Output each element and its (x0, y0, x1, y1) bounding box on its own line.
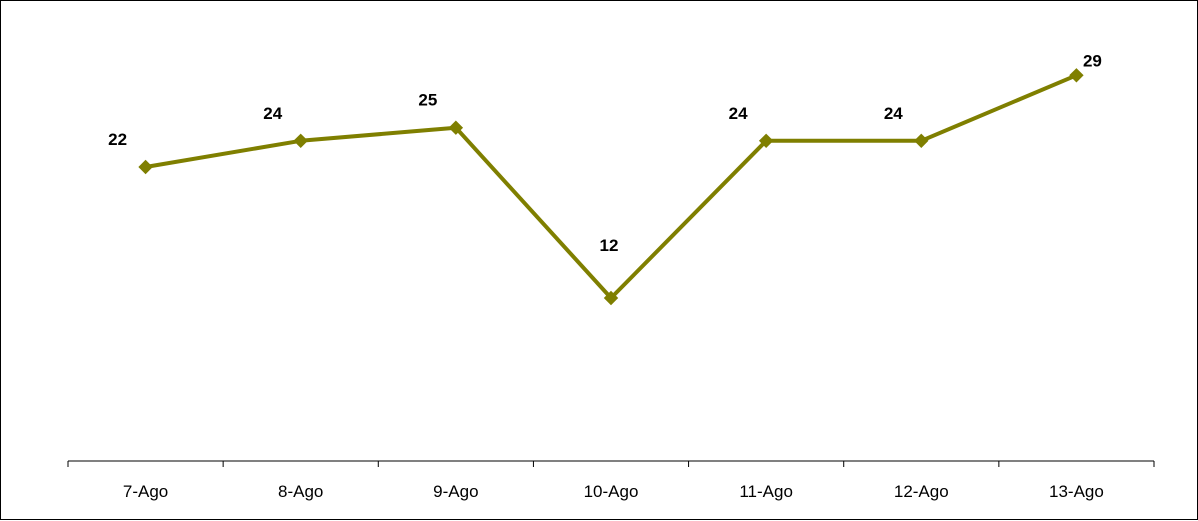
data-point-marker (1069, 68, 1084, 83)
x-tick-label: 7-Ago (123, 482, 168, 501)
data-point-marker (914, 133, 929, 149)
series-line (145, 73, 1078, 300)
data-label: 24 (263, 104, 282, 123)
data-point-marker (603, 290, 619, 306)
x-tick-label: 11-Ago (739, 482, 793, 501)
marker-layer (138, 68, 1084, 306)
data-point-marker (448, 120, 464, 135)
data-point-marker (138, 159, 153, 175)
data-label: 22 (108, 130, 127, 149)
x-tick-label: 12-Ago (894, 482, 949, 501)
data-label: 24 (729, 104, 748, 123)
x-tick-label: 8-Ago (278, 482, 323, 501)
series-line-layer (145, 73, 1078, 300)
data-label-layer: 22 24 25 12 24 24 29 (108, 51, 1102, 255)
x-tick-label: 10-Ago (584, 482, 639, 501)
x-axis (67, 460, 1155, 467)
data-label: 25 (418, 91, 437, 110)
x-tick-labels: 7-Ago 8-Ago 9-Ago 10-Ago 11-Ago 12-Ago 13-Ago (123, 482, 1104, 501)
x-tick-label: 9-Ago (433, 482, 478, 501)
data-label: 29 (1083, 51, 1102, 70)
data-point-marker (758, 133, 774, 149)
x-tick-label: 13-Ago (1049, 482, 1104, 501)
data-label: 24 (884, 104, 903, 123)
data-point-marker (293, 133, 308, 149)
data-label: 12 (600, 236, 619, 255)
